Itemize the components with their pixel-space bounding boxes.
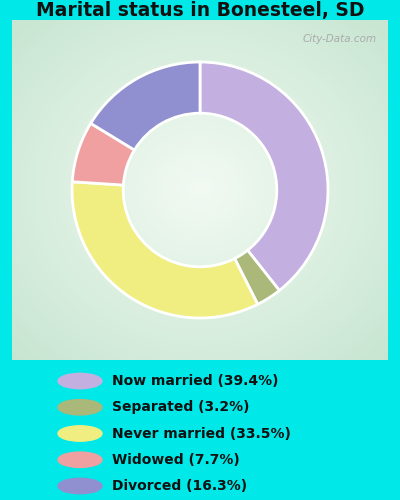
Text: Now married (39.4%): Now married (39.4%): [112, 374, 278, 388]
Text: Widowed (7.7%): Widowed (7.7%): [112, 453, 240, 467]
Text: Divorced (16.3%): Divorced (16.3%): [112, 479, 247, 493]
Circle shape: [58, 452, 102, 468]
Circle shape: [58, 426, 102, 441]
Text: Separated (3.2%): Separated (3.2%): [112, 400, 250, 414]
Circle shape: [58, 400, 102, 415]
Text: Never married (33.5%): Never married (33.5%): [112, 426, 291, 440]
Text: Marital status in Bonesteel, SD: Marital status in Bonesteel, SD: [36, 2, 364, 20]
Text: City-Data.com: City-Data.com: [302, 34, 377, 43]
Circle shape: [58, 478, 102, 494]
Wedge shape: [72, 124, 134, 185]
Wedge shape: [235, 250, 279, 304]
Wedge shape: [72, 182, 258, 318]
Wedge shape: [200, 62, 328, 290]
Wedge shape: [91, 62, 200, 150]
Circle shape: [58, 374, 102, 388]
